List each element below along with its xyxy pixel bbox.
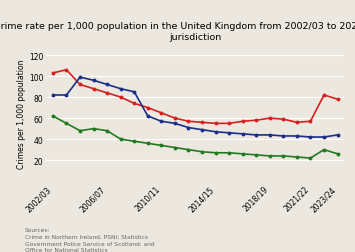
Text: Sources:
Crime in Northern Ireland, PSNI; Statistics
Government Police Service o: Sources: Crime in Northern Ireland, PSNI… xyxy=(25,227,154,252)
Title: Crime rate per 1,000 population in the United Kingdom from 2002/03 to 2023/24, b: Crime rate per 1,000 population in the U… xyxy=(0,22,355,42)
Y-axis label: Crimes per 1,000 population: Crimes per 1,000 population xyxy=(17,59,26,168)
